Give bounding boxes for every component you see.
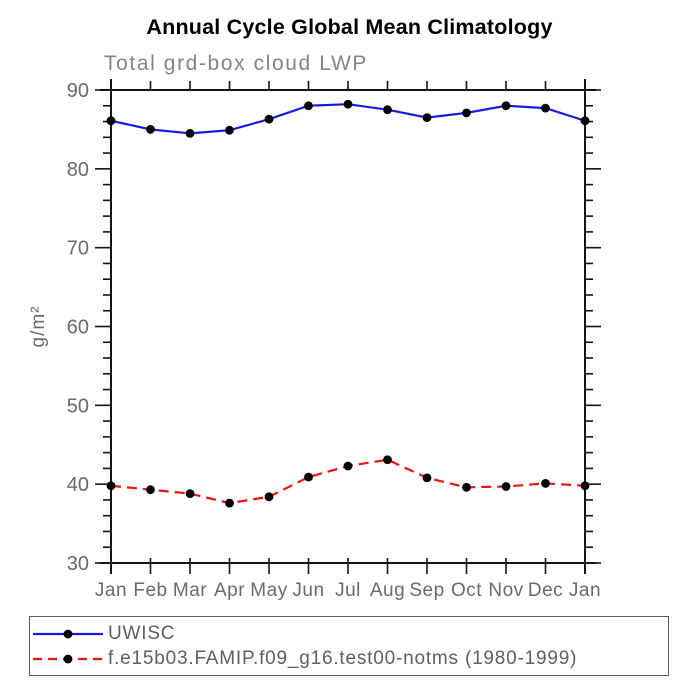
data-point-marker bbox=[541, 103, 550, 113]
legend-marker-dot bbox=[63, 654, 73, 663]
x-tick-label: Oct bbox=[451, 580, 482, 601]
chart-title: Annual Cycle Global Mean Climatology bbox=[146, 15, 553, 39]
x-tick-label: Jan bbox=[569, 580, 601, 601]
series-model bbox=[106, 455, 590, 508]
x-tick-label: Aug bbox=[370, 580, 405, 601]
x-tick-label: Nov bbox=[488, 580, 523, 601]
data-point-marker bbox=[343, 99, 353, 109]
x-tick-label: Dec bbox=[528, 580, 563, 601]
x-tick-labels: Jan Feb Mar Apr May Jun Jul Aug Sep Oct Nov Dec Jan bbox=[95, 580, 601, 601]
y-ticks bbox=[95, 89, 601, 564]
legend-marker-dot bbox=[63, 629, 73, 638]
legend-sample-uwisc-line-icon bbox=[33, 629, 103, 638]
legend-row-uwisc: UWISC bbox=[30, 622, 668, 646]
data-point-marker bbox=[422, 473, 432, 483]
x-tick-label: Feb bbox=[133, 580, 167, 601]
legend: UWISC f.e15b03.FAMIP.f09_g16.test00-notm… bbox=[29, 616, 669, 676]
y-axis-title: g/m² bbox=[28, 306, 49, 348]
legend-sample-model-line-icon bbox=[33, 654, 103, 663]
data-point-marker bbox=[264, 114, 274, 124]
data-point-marker bbox=[343, 461, 353, 471]
data-point-marker bbox=[185, 128, 195, 138]
x-tick-label: Mar bbox=[173, 580, 207, 601]
data-point-marker bbox=[501, 101, 511, 111]
data-point-marker bbox=[225, 125, 234, 135]
x-tick-label: May bbox=[250, 580, 287, 601]
y-tick-label: 80 bbox=[67, 159, 89, 181]
x-tick-label: Sep bbox=[409, 580, 444, 601]
data-point-marker bbox=[185, 489, 195, 499]
plot-area: 30 40 50 60 70 80 90 Jan Feb Mar Apr May Jun Jul Aug Se… bbox=[28, 79, 601, 601]
data-point-marker bbox=[106, 481, 116, 491]
data-point-marker bbox=[462, 482, 471, 492]
data-point-marker bbox=[422, 113, 432, 122]
legend-label-uwisc: UWISC bbox=[108, 622, 176, 644]
legend-row-model: f.e15b03.FAMIP.f09_g16.test00-notms (198… bbox=[30, 647, 668, 671]
data-point-marker bbox=[383, 455, 392, 465]
data-point-marker bbox=[304, 101, 313, 111]
x-tick-label: Jul bbox=[335, 580, 361, 601]
data-point-marker bbox=[264, 492, 274, 502]
y-tick-label: 40 bbox=[67, 474, 89, 496]
data-point-marker bbox=[501, 482, 511, 491]
data-point-marker bbox=[304, 472, 313, 482]
x-tick-label: Apr bbox=[214, 580, 245, 601]
plot-frame bbox=[100, 79, 596, 574]
legend-label-model: f.e15b03.FAMIP.f09_g16.test00-notms (198… bbox=[108, 647, 578, 669]
chart-subtitle: Total grd-box cloud LWP bbox=[104, 52, 369, 75]
y-tick-label: 90 bbox=[67, 80, 89, 102]
y-tick-label: 70 bbox=[67, 238, 89, 260]
y-tick-label: 30 bbox=[67, 553, 89, 575]
x-tick-label: Jun bbox=[292, 580, 324, 601]
y-tick-labels: 30 40 50 60 70 80 90 bbox=[67, 80, 89, 575]
data-point-marker bbox=[146, 485, 155, 495]
data-point-marker bbox=[580, 481, 590, 491]
data-point-marker bbox=[106, 116, 116, 126]
x-ticks bbox=[110, 81, 586, 574]
x-tick-label: Jan bbox=[95, 580, 127, 601]
y-tick-label: 50 bbox=[67, 395, 89, 417]
data-point-marker bbox=[225, 498, 234, 508]
y-tick-label: 60 bbox=[67, 317, 89, 339]
series-uwisc bbox=[106, 99, 590, 138]
data-point-marker bbox=[580, 116, 590, 126]
data-point-marker bbox=[146, 125, 155, 134]
data-point-marker bbox=[462, 108, 471, 118]
data-point-marker bbox=[541, 478, 550, 488]
data-point-marker bbox=[383, 105, 392, 115]
